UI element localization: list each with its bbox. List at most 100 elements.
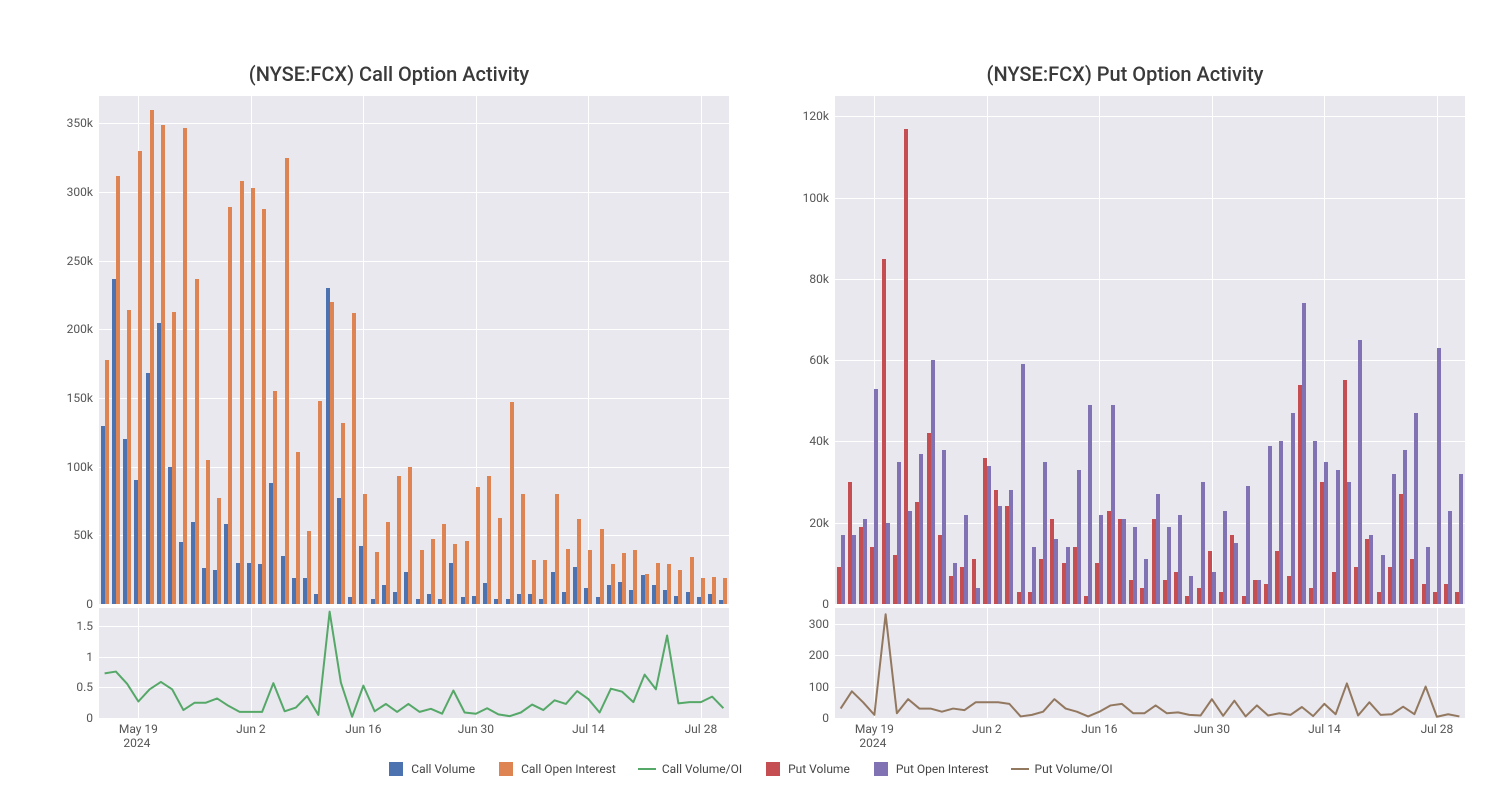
- left-title: (NYSE:FCX) Call Option Activity: [44, 62, 734, 86]
- y-tick-label: 1.5: [76, 619, 93, 633]
- put-oi-bar: [976, 588, 980, 604]
- put-oi-bar: [1336, 470, 1340, 604]
- y-gridline: [835, 718, 1465, 719]
- call-oi-bar: [195, 279, 199, 604]
- call-oi-bar: [453, 544, 457, 604]
- put-oi-bar: [1414, 413, 1418, 604]
- call-oi-bar: [723, 578, 727, 604]
- put-oi-bar: [1381, 555, 1385, 604]
- y-tick-label: 0: [86, 711, 93, 725]
- put-oi-bar: [1392, 474, 1396, 604]
- x-tick-label: Jul 14: [1308, 722, 1341, 736]
- y-tick-label: 80k: [809, 272, 829, 286]
- left-bar-plot: 050k100k150k200k250k300k350k: [99, 96, 729, 604]
- call-oi-bar: [645, 574, 649, 604]
- call-oi-bar: [408, 467, 412, 604]
- y-tick-label: 250k: [67, 254, 93, 268]
- call-oi-bar: [127, 310, 131, 604]
- legend-square-icon: [389, 762, 403, 776]
- y-tick-label: 0: [822, 597, 829, 611]
- legend-line-icon: [1011, 768, 1029, 770]
- x-tick-label: Jul 28: [1421, 722, 1454, 736]
- call-oi-bar: [240, 181, 244, 604]
- right-bars: [835, 96, 1465, 604]
- legend-square-icon: [766, 762, 780, 776]
- put-oi-bar: [1437, 348, 1441, 604]
- y-tick-label: 300: [809, 617, 829, 631]
- call-oi-bar: [566, 549, 570, 604]
- legend-square-icon: [499, 762, 513, 776]
- put-oi-bar: [1021, 364, 1025, 604]
- call-oi-bar: [667, 564, 671, 604]
- legend-item: Put Volume/OI: [1011, 762, 1113, 776]
- call-oi-bar: [386, 522, 390, 604]
- y-tick-label: 1: [86, 650, 93, 664]
- y-tick-label: 20k: [809, 516, 829, 530]
- legend-swatch: [872, 762, 890, 776]
- legend-item: Put Volume: [764, 762, 850, 776]
- put-oi-bar: [1144, 559, 1148, 604]
- legend-label: Call Open Interest: [521, 762, 616, 776]
- legend-swatch: [497, 762, 515, 776]
- legend-swatch: [1011, 762, 1029, 776]
- put-oi-bar: [1426, 547, 1430, 604]
- call-oi-bar: [318, 401, 322, 604]
- x-year-label: 2024: [123, 736, 150, 750]
- put-oi-bar: [1088, 405, 1092, 604]
- legend-square-icon: [874, 762, 888, 776]
- put-oi-bar: [1358, 340, 1362, 604]
- call-oi-bar: [251, 188, 255, 604]
- call-oi-bar: [555, 494, 559, 604]
- call-oi-bar: [678, 570, 682, 604]
- x-tick-label: May 19: [855, 722, 894, 736]
- call-oi-bar: [273, 391, 277, 604]
- call-oi-bar: [183, 128, 187, 604]
- legend-item: Call Volume/OI: [638, 762, 742, 776]
- put-oi-bar: [1156, 494, 1160, 604]
- put-oi-bar: [1077, 470, 1081, 604]
- y-gridline: [835, 604, 1465, 605]
- call-oi-bar: [510, 402, 514, 604]
- y-tick-label: 200: [809, 648, 829, 662]
- put-oi-bar: [1302, 303, 1306, 604]
- call-oi-bar: [442, 524, 446, 604]
- call-oi-bar: [116, 176, 120, 604]
- x-tick-label: Jun 30: [1194, 722, 1230, 736]
- put-oi-bar: [1054, 539, 1058, 604]
- put-oi-bar: [886, 523, 890, 604]
- put-oi-bar: [931, 360, 935, 604]
- call-oi-bar: [262, 209, 266, 604]
- call-oi-bar: [217, 498, 221, 604]
- y-gridline: [99, 718, 729, 719]
- put-oi-bar: [1291, 413, 1295, 604]
- call-oi-bar: [296, 452, 300, 604]
- y-tick-label: 60k: [809, 353, 829, 367]
- left-panel: (NYSE:FCX) Call Option Activity 050k100k1…: [44, 0, 734, 800]
- y-tick-label: 0.5: [76, 680, 93, 694]
- y-tick-label: 150k: [67, 391, 93, 405]
- y-tick-label: 0: [86, 597, 93, 611]
- call-oi-bar: [172, 312, 176, 604]
- call-oi-bar: [341, 423, 345, 604]
- call-oi-bar: [622, 553, 626, 604]
- call-oi-bar: [206, 460, 210, 604]
- put-oi-bar: [1167, 527, 1171, 604]
- put-oi-bar: [1189, 576, 1193, 604]
- put-oi-bar: [1223, 511, 1227, 604]
- call-oi-bar: [465, 541, 469, 604]
- call-oi-bar: [150, 110, 154, 604]
- call-oi-bar: [690, 557, 694, 604]
- x-tick-label: Jun 2: [236, 722, 266, 736]
- put-oi-bar: [1279, 441, 1283, 604]
- put-oi-bar: [908, 511, 912, 604]
- put-oi-bar: [1448, 511, 1452, 604]
- put-oi-bar: [1111, 405, 1115, 604]
- legend-label: Put Volume: [788, 762, 850, 776]
- put-oi-bar: [1369, 535, 1373, 604]
- left-bars: [99, 96, 729, 604]
- legend-label: Call Volume: [411, 762, 475, 776]
- call-oi-bar: [363, 494, 367, 604]
- call-oi-bar: [375, 552, 379, 604]
- call-oi-bar: [420, 550, 424, 604]
- call-oi-bar: [656, 563, 660, 604]
